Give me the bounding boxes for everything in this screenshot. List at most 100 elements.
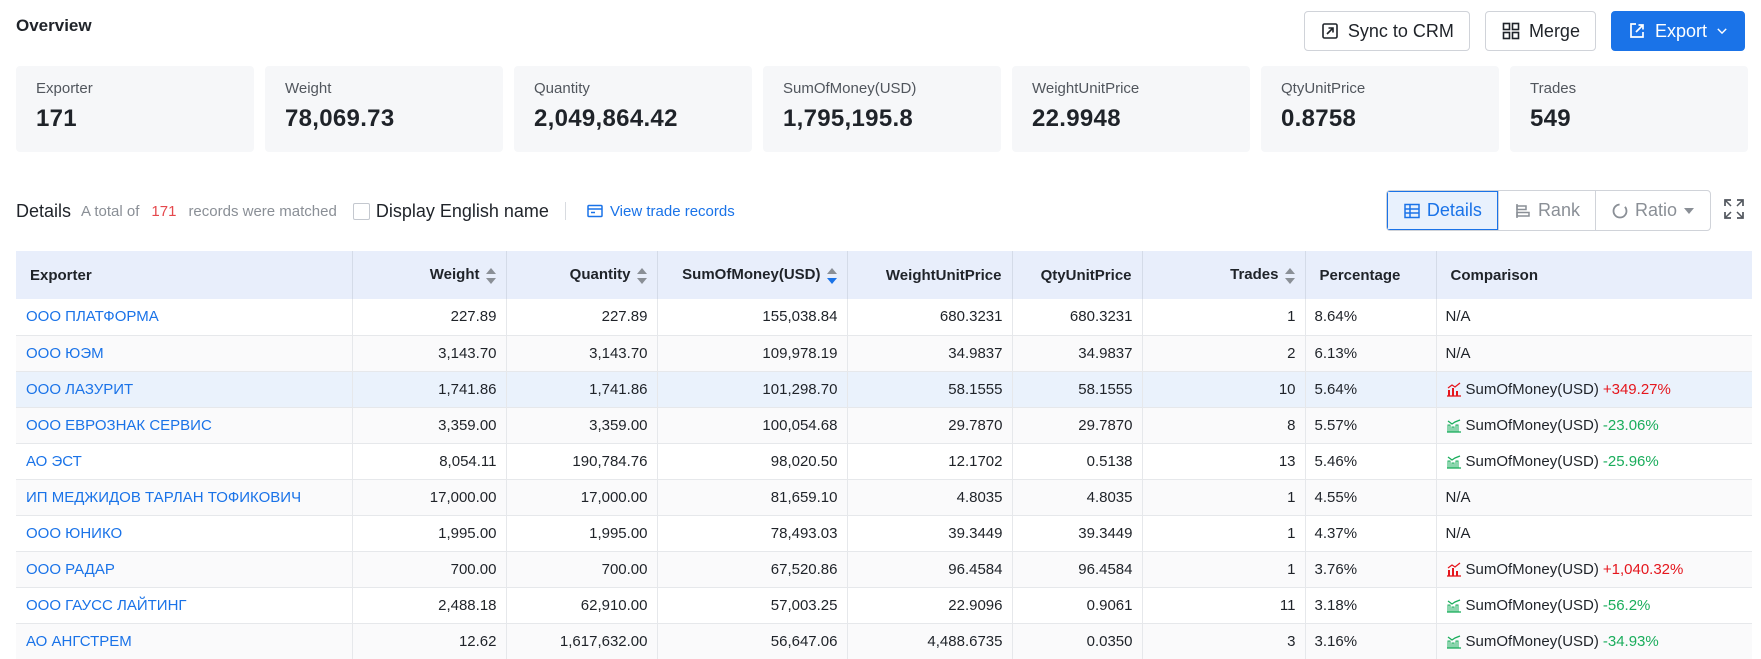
details-suffix: records were matched [188, 202, 337, 220]
col-qty-unit-price: QtyUnitPrice [1012, 251, 1143, 299]
stats-row: Exporter 171 Weight 78,069.73 Quantity 2,04… [16, 66, 1748, 152]
view-ratio-tab[interactable]: Ratio [1594, 191, 1710, 230]
col-weight[interactable]: Weight [352, 251, 507, 299]
col-weight-label: Weight [429, 266, 480, 284]
stat-label: Weight [285, 80, 332, 97]
col-sum[interactable]: SumOfMoney(USD) [657, 251, 848, 299]
view-trade-records-link[interactable]: View trade records [586, 202, 735, 220]
stat-card-quantity: Quantity 2,049,864.42 [514, 66, 752, 152]
sum-cell: 98,020.50 [657, 443, 848, 480]
merge-button[interactable]: Merge [1484, 11, 1596, 51]
table-row[interactable]: АО АНГСТРЕМ 12.62 1,617,632.00 56,647.06 4,4… [16, 623, 1752, 659]
merge-icon [1502, 22, 1520, 40]
stat-value: 0.8758 [1281, 105, 1357, 132]
stat-label: Trades [1530, 80, 1577, 97]
col-comparison-label: Comparison [1450, 266, 1539, 284]
table-row[interactable]: АО ЭСТ 8,054.11 190,784.76 98,020.50 12.1702… [16, 443, 1752, 480]
sync-to-crm-label: Sync to CRM [1347, 20, 1454, 41]
stat-value: 2,049,864.42 [534, 105, 678, 132]
trend-up-icon [1446, 382, 1461, 397]
qty-unit-price-cell: 0.9061 [1012, 587, 1143, 624]
table-row[interactable]: ООО ЮЭМ 3,143.70 3,143.70 109,978.19 34.9837… [16, 335, 1752, 372]
exporter-link[interactable]: ООО ЛАЗУРИТ [16, 371, 353, 408]
details-title: Details [16, 200, 72, 221]
export-button[interactable]: Export [1610, 11, 1745, 51]
stat-card-sum: SumOfMoney(USD) 1,795,195.8 [763, 66, 1001, 152]
col-trades[interactable]: Trades [1142, 251, 1306, 299]
exporter-link[interactable]: ООО ГАУСС ЛАЙТИНГ [16, 587, 353, 624]
trades-cell: 3 [1142, 623, 1306, 659]
quantity-cell: 1,995.00 [506, 515, 658, 552]
weight-cell: 1,995.00 [352, 515, 507, 552]
exporter-link[interactable]: АО ЭСТ [16, 443, 353, 480]
comparison-column-cell: SumOfMoney(USD) -25.96% [1436, 443, 1752, 480]
trend-down-icon [1446, 635, 1461, 649]
fullscreen-icon[interactable] [1723, 198, 1745, 220]
table-row[interactable]: ООО РАДАР 700.00 700.00 67,520.86 96.4584 96.… [16, 551, 1752, 588]
sort-icon[interactable] [1284, 267, 1295, 284]
col-comparison: Comparison [1436, 251, 1752, 299]
exporter-link[interactable]: ООО ЕВРОЗНАК СЕРВИС [16, 407, 353, 444]
stat-label: QtyUnitPrice [1281, 80, 1366, 97]
quantity-cell: 3,143.70 [506, 335, 658, 372]
details-bar: Details A total of 171 records were matc… [16, 190, 1745, 232]
exporter-link[interactable]: ООО ЮЭМ [16, 335, 353, 372]
comparison-na: N/A [1445, 524, 1471, 542]
exporter-link[interactable]: ООО ПЛАТФОРМА [16, 299, 353, 336]
trend-down-icon [1446, 455, 1461, 469]
comparison-cell: SumOfMoney(USD) -56.2% [1446, 597, 1744, 614]
table-row[interactable]: ООО ПЛАТФОРМА 227.89 227.89 155,038.84 680.3… [16, 299, 1752, 336]
view-rank-tab[interactable]: Rank [1497, 191, 1595, 230]
quantity-cell: 700.00 [506, 551, 658, 588]
exporter-link[interactable]: ООО ЮНИКО [16, 515, 353, 552]
stat-card-trades: Trades 549 [1510, 66, 1748, 152]
qty-unit-price-cell: 96.4584 [1012, 551, 1143, 588]
stat-value: 78,069.73 [285, 105, 395, 132]
stat-card-qty-unit-price: QtyUnitPrice 0.8758 [1261, 66, 1499, 152]
sort-icon[interactable] [485, 267, 496, 284]
sum-cell: 57,003.25 [657, 587, 848, 624]
weight-cell: 3,359.00 [352, 407, 507, 444]
trades-cell: 11 [1142, 587, 1306, 624]
checkbox-box[interactable] [352, 202, 370, 220]
percentage-cell: 4.37% [1305, 515, 1437, 552]
exporter-link[interactable]: ИП МЕДЖИДОВ ТАРЛАН ТОФИКОВИЧ [16, 479, 353, 516]
page-title: Overview [16, 16, 92, 35]
details-prefix: A total of [81, 202, 140, 220]
weight-unit-price-cell: 96.4584 [847, 551, 1013, 588]
comparison-change: -56.2% [1602, 596, 1651, 614]
ratio-icon [1612, 203, 1628, 218]
table-row[interactable]: ИП МЕДЖИДОВ ТАРЛАН ТОФИКОВИЧ 17,000.00 17,… [16, 479, 1752, 516]
sum-cell: 78,493.03 [657, 515, 848, 552]
stat-label: SumOfMoney(USD) [783, 80, 917, 97]
table-row[interactable]: ООО ГАУСС ЛАЙТИНГ 2,488.18 62,910.00 57,003… [16, 587, 1752, 624]
sort-icon[interactable] [636, 267, 647, 284]
quantity-cell: 227.89 [506, 299, 658, 336]
record-count: 171 [151, 202, 177, 220]
table-row[interactable]: ООО ЮНИКО 1,995.00 1,995.00 78,493.03 39.344… [16, 515, 1752, 552]
comparison-change: -25.96% [1602, 452, 1659, 470]
weight-unit-price-cell: 39.3449 [847, 515, 1013, 552]
view-details-tab[interactable]: Details [1386, 191, 1498, 230]
exporter-link[interactable]: АО АНГСТРЕМ [16, 623, 353, 659]
table-row[interactable]: ООО ЛАЗУРИТ 1,741.86 1,741.86 101,298.70 58.… [16, 371, 1752, 408]
sync-icon [1322, 23, 1338, 39]
sync-to-crm-button[interactable]: Sync to CRM [1303, 11, 1470, 51]
stat-card-weight-unit-price: WeightUnitPrice 22.9948 [1012, 66, 1250, 152]
sort-desc-icon[interactable] [826, 267, 837, 284]
col-quantity[interactable]: Quantity [506, 251, 658, 299]
percentage-cell: 3.76% [1305, 551, 1437, 588]
quantity-cell: 1,741.86 [506, 371, 658, 408]
qty-unit-price-cell: 4.8035 [1012, 479, 1143, 516]
comparison-change: +349.27% [1602, 380, 1671, 398]
weight-cell: 3,143.70 [352, 335, 507, 372]
display-english-name-checkbox[interactable]: Display English name [352, 201, 549, 222]
trades-cell: 8 [1142, 407, 1306, 444]
weight-cell: 227.89 [352, 299, 507, 336]
exporter-link[interactable]: ООО РАДАР [16, 551, 353, 588]
table-row[interactable]: ООО ЕВРОЗНАК СЕРВИС 3,359.00 3,359.00 100,0… [16, 407, 1752, 444]
trades-cell: 1 [1142, 551, 1306, 588]
weight-unit-price-cell: 4,488.6735 [847, 623, 1013, 659]
quantity-cell: 1,617,632.00 [506, 623, 658, 659]
quantity-cell: 3,359.00 [506, 407, 658, 444]
